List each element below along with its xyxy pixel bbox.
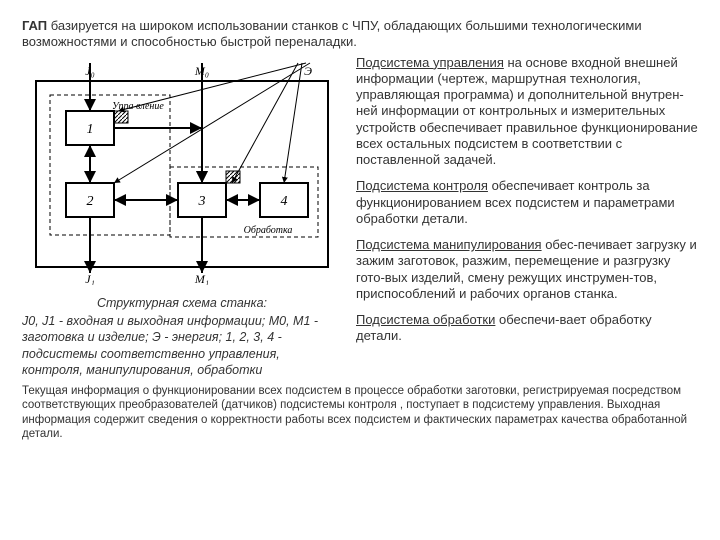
left-column: 1 2 3 4 Управление Обработка J₀ М₀ Э J₁ М₁ Структу… bbox=[22, 55, 342, 379]
subsystem-paragraph: Подсистема манипулирования обес-печивает… bbox=[356, 237, 698, 302]
svg-text:Обработка: Обработка bbox=[244, 225, 293, 236]
subsystem-name: Подсистема управления bbox=[356, 55, 504, 70]
two-columns: 1 2 3 4 Управление Обработка J₀ М₀ Э J₁ М₁ Структу… bbox=[22, 55, 698, 379]
svg-text:2: 2 bbox=[87, 194, 94, 209]
subsystem-paragraph: Подсистема контроля обеспечивает контрол… bbox=[356, 178, 698, 227]
svg-text:М₁: М₁ bbox=[194, 272, 209, 285]
footer-paragraph: Текущая информация о функционировании вс… bbox=[22, 384, 698, 442]
diagram-caption: Структурная схема станка: J0, J1 - входн… bbox=[22, 295, 342, 378]
right-column: Подсистема управления на основе входной … bbox=[356, 55, 698, 379]
svg-text:J₀: J₀ bbox=[85, 64, 95, 78]
svg-text:Э: Э bbox=[304, 64, 312, 78]
structure-diagram: 1 2 3 4 Управление Обработка J₀ М₀ Э J₁ М₁ bbox=[22, 55, 342, 285]
subsystem-paragraph: Подсистема обработки обеспечи-вает обраб… bbox=[356, 312, 698, 345]
intro-text: базируется на широком использовании стан… bbox=[22, 18, 642, 49]
subsystem-name: Подсистема манипулирования bbox=[356, 237, 542, 252]
svg-text:М₀: М₀ bbox=[194, 64, 209, 78]
intro-bold: ГАП bbox=[22, 18, 47, 33]
intro-paragraph: ГАП базируется на широком использовании … bbox=[22, 18, 698, 51]
svg-text:вление: вление bbox=[136, 101, 164, 112]
svg-text:4: 4 bbox=[281, 194, 288, 209]
subsystem-paragraph: Подсистема управления на основе входной … bbox=[356, 55, 698, 169]
caption-body: J0, J1 - входная и выходная информации; … bbox=[22, 314, 318, 377]
caption-title: Структурная схема станка: bbox=[22, 295, 342, 311]
svg-text:Упра: Упра bbox=[112, 101, 133, 112]
subsystem-text: на основе входной внешней информации (че… bbox=[356, 55, 698, 168]
svg-text:J₁: J₁ bbox=[85, 272, 95, 285]
subsystem-name: Подсистема обработки bbox=[356, 312, 495, 327]
subsystem-name: Подсистема контроля bbox=[356, 178, 488, 193]
svg-text:3: 3 bbox=[198, 194, 206, 209]
svg-text:1: 1 bbox=[87, 122, 94, 137]
